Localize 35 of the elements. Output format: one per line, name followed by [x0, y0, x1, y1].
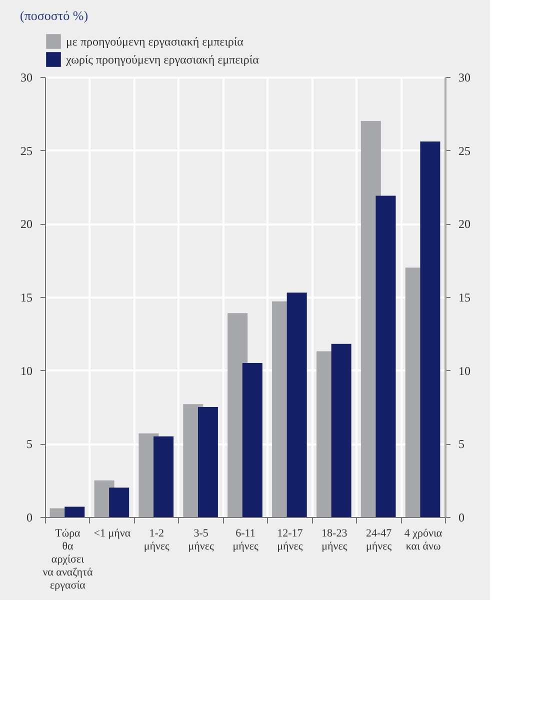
chart-title: (ποσοστό %) — [20, 8, 88, 23]
bar — [331, 344, 352, 517]
y-tick-label: 20 — [20, 217, 32, 232]
y-tick-label: 5 — [26, 437, 32, 452]
x-tick-label: 18-23 μήνες — [322, 528, 348, 552]
x-tick-label: 12-17 μήνες — [277, 528, 304, 552]
bar — [376, 196, 396, 517]
x-tick-label: Τώρα θα αρχίσει να αναζητά εργασία — [42, 528, 93, 592]
y2-tick-label: 30 — [458, 70, 470, 84]
y2-tick-label: 5 — [458, 437, 464, 452]
bar — [154, 436, 174, 517]
x-tick-label: 4 χρόνια και άνω — [404, 528, 442, 552]
y-tick-label: 10 — [20, 364, 32, 378]
y2-tick-label: 15 — [458, 290, 470, 304]
x-tick-label: <1 μήνα — [94, 528, 131, 540]
y-tick-label: 30 — [20, 70, 32, 84]
x-tick-label: 24-47 μήνες — [366, 528, 392, 552]
bar — [242, 363, 262, 517]
x-tick-label: 6-11 μήνες — [232, 528, 259, 552]
x-tick-label: 3-5 μήνες — [188, 528, 214, 552]
legend-label: χωρίς προηγούμενη εργασιακή εμπειρία — [65, 52, 260, 66]
x-tick-label: 1-2 μήνες — [144, 528, 170, 552]
bar — [109, 488, 130, 517]
y2-tick-label: 0 — [458, 510, 464, 524]
y-tick-label: 15 — [20, 290, 32, 304]
bar — [198, 407, 218, 517]
y-tick-label: 0 — [26, 510, 32, 524]
bar — [420, 142, 440, 517]
y2-tick-label: 25 — [458, 144, 470, 158]
y2-tick-label: 10 — [458, 364, 470, 378]
legend-label: με προηγούμενη εργασιακή εμπειρία — [66, 34, 244, 48]
bar — [286, 292, 307, 517]
y2-tick-label: 20 — [458, 217, 470, 232]
bar — [64, 506, 85, 517]
y-tick-label: 25 — [20, 144, 32, 158]
